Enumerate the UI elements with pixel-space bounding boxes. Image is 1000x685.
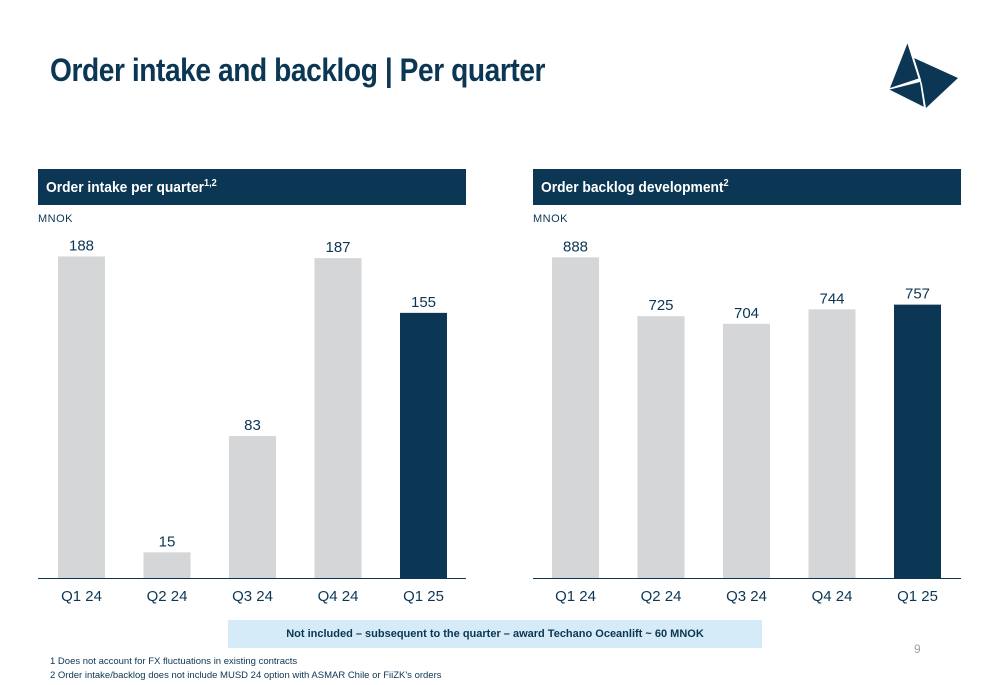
panel-header-order-intake: Order intake per quarter1,2 [38, 169, 466, 205]
page-title: Order intake and backlog | Per quarter [50, 52, 546, 88]
bar-q1-25 [894, 304, 941, 578]
bar-q4-24 [314, 258, 362, 578]
bar-q3-24 [229, 436, 276, 578]
bar-q1-25 [400, 312, 447, 578]
data-label: 187 [325, 239, 350, 256]
x-tick-label: Q4 24 [812, 588, 853, 605]
x-tick-label: Q1 25 [897, 588, 938, 605]
x-tick-label: Q4 24 [318, 588, 359, 605]
order-backlog-chart: 888 Q1 24 725 Q2 24 704 Q3 24 744 Q4 24 757 Q1 25 [533, 238, 961, 605]
panel-header-order-backlog: Order backlog development2 [533, 169, 961, 205]
data-label: 155 [411, 294, 436, 311]
bar-q1-24 [552, 257, 599, 578]
not-included-note: Not included – subsequent to the quarter… [228, 620, 762, 648]
x-tick-label: Q2 24 [641, 588, 682, 605]
data-label: 725 [648, 297, 673, 314]
footnote-1: 1 Does not account for FX fluctuations i… [50, 656, 298, 667]
footnote-ref: 2 [723, 178, 729, 189]
data-label: 757 [905, 286, 930, 303]
page-number: 9 [914, 642, 921, 656]
unit-label: MNOK [533, 213, 568, 225]
bar-q2-24 [637, 316, 685, 578]
footnote-2: 2 Order intake/backlog does not include … [50, 670, 442, 681]
x-tick-label: Q1 24 [555, 588, 596, 605]
x-tick-label: Q1 25 [403, 588, 444, 605]
x-tick-label: Q3 24 [726, 588, 767, 605]
data-label: 888 [563, 238, 588, 255]
panel-header-label: Order backlog development [541, 179, 724, 196]
data-label: 704 [734, 305, 759, 322]
bar-q4-24 [808, 309, 856, 578]
order-intake-chart: 188 Q1 24 15 Q2 24 83 Q3 24 187 Q4 24 155 Q1 25 [38, 237, 466, 605]
x-tick-label: Q3 24 [232, 588, 273, 605]
x-tick-label: Q2 24 [147, 588, 188, 605]
data-label: 15 [159, 533, 176, 550]
unit-label: MNOK [38, 213, 73, 225]
company-logo-icon [887, 41, 958, 109]
data-label: 83 [244, 417, 261, 434]
data-label: 188 [69, 237, 94, 254]
panel-header-label: Order intake per quarter [46, 179, 204, 196]
x-tick-label: Q1 24 [61, 588, 102, 605]
bar-q1-24 [58, 256, 105, 578]
footnote-ref: 1,2 [203, 178, 217, 189]
bar-q2-24 [143, 552, 191, 578]
bar-q3-24 [723, 323, 770, 578]
data-label: 744 [819, 290, 844, 307]
